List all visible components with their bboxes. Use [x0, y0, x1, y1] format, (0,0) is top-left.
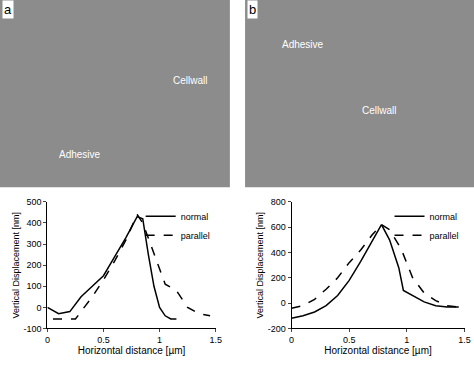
svg-text:500: 500	[27, 197, 42, 207]
svg-text:0: 0	[289, 335, 294, 345]
svg-text:1.5: 1.5	[458, 335, 471, 345]
svg-text:1.5: 1.5	[209, 335, 222, 345]
svg-text:-200: -200	[268, 324, 286, 334]
svg-text:Adhesive: Adhesive	[59, 149, 101, 160]
svg-text:0: 0	[45, 335, 50, 345]
svg-text:400: 400	[27, 218, 42, 228]
svg-text:400: 400	[271, 248, 286, 258]
svg-text:200: 200	[271, 273, 286, 283]
svg-text:0.5: 0.5	[343, 335, 356, 345]
svg-text:800: 800	[271, 197, 286, 207]
svg-text:Horizontal distance [µm]: Horizontal distance [µm]	[78, 345, 186, 356]
svg-text:Vertical Displacement [nm]: Vertical Displacement [nm]	[255, 212, 265, 319]
svg-text:100: 100	[27, 281, 42, 291]
svg-text:0: 0	[37, 303, 42, 313]
svg-text:0: 0	[281, 298, 286, 308]
svg-text:Adhesive: Adhesive	[282, 39, 324, 50]
svg-text:parallel: parallel	[430, 231, 459, 241]
svg-text:300: 300	[27, 239, 42, 249]
svg-text:Horizontal distance [µm]: Horizontal distance [µm]	[324, 345, 432, 356]
svg-text:parallel: parallel	[181, 231, 210, 241]
svg-text:a: a	[4, 2, 12, 17]
svg-text:Cellwall: Cellwall	[173, 75, 207, 86]
svg-text:0.5: 0.5	[97, 335, 110, 345]
svg-text:Cellwall: Cellwall	[362, 105, 396, 116]
svg-text:normal: normal	[181, 212, 209, 222]
svg-text:200: 200	[27, 260, 42, 270]
svg-text:-100: -100	[24, 324, 42, 334]
svg-text:600: 600	[271, 222, 286, 232]
svg-text:1: 1	[404, 335, 409, 345]
svg-text:1: 1	[157, 335, 162, 345]
svg-text:normal: normal	[430, 212, 458, 222]
svg-text:Vertical Displacement [nm]: Vertical Displacement [nm]	[11, 212, 21, 319]
svg-text:b: b	[249, 2, 256, 17]
